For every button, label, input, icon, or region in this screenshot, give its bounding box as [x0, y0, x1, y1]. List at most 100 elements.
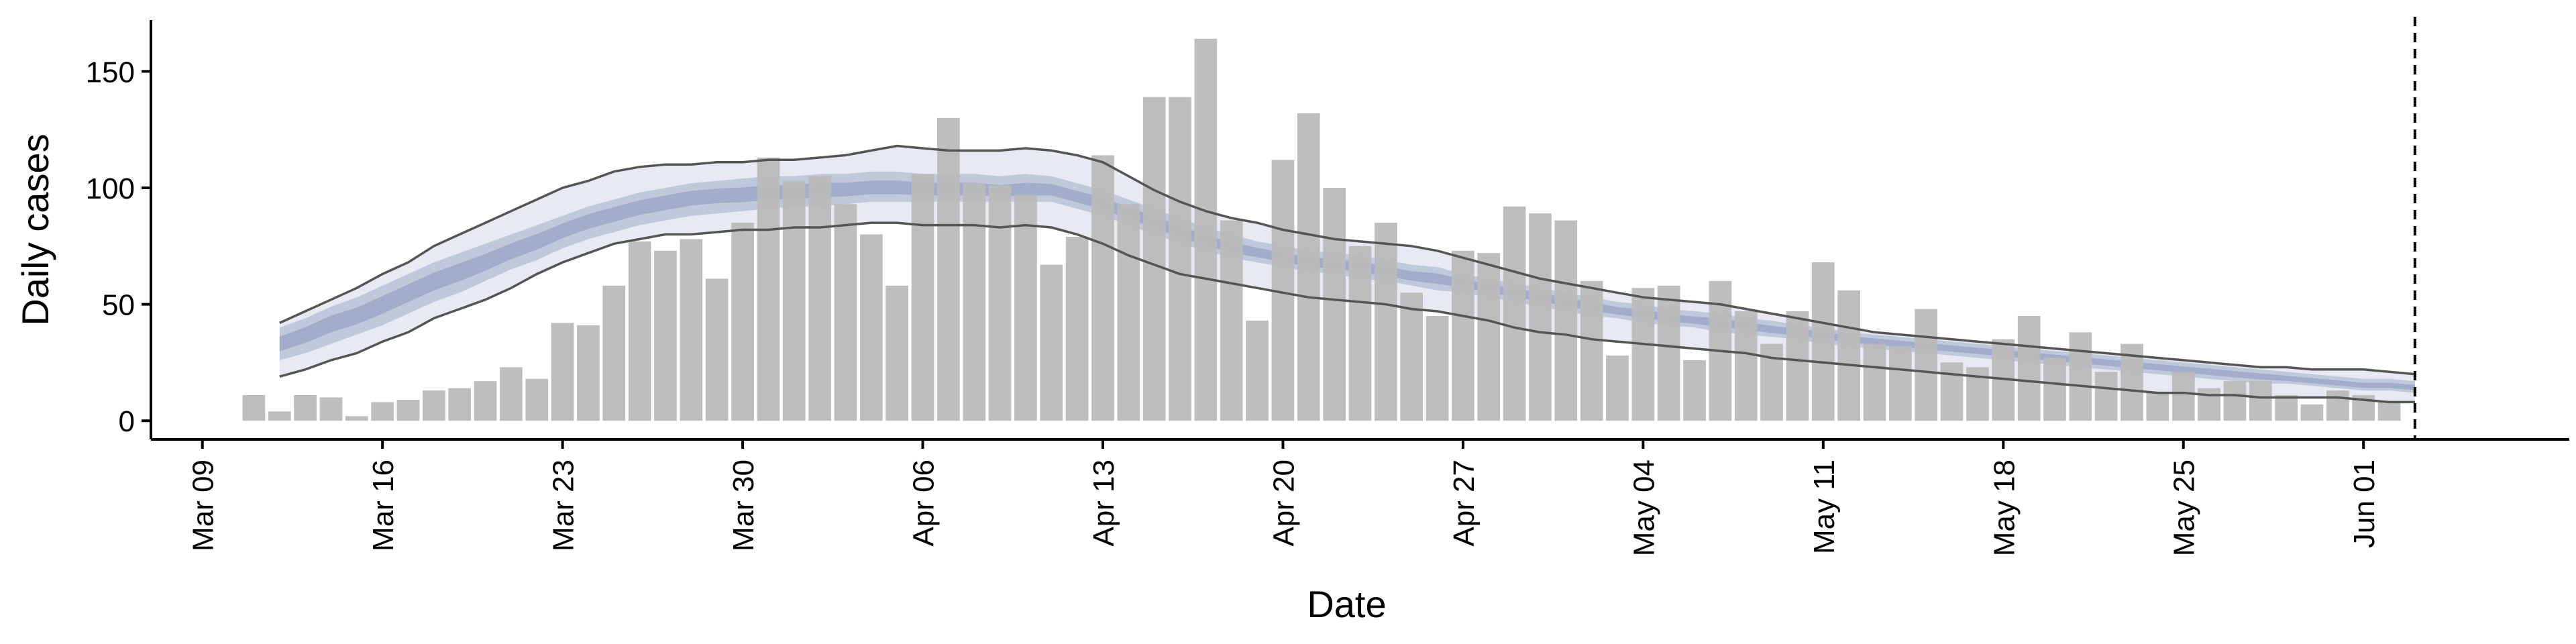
- bar: [680, 239, 703, 421]
- bar: [1194, 38, 1218, 421]
- x-tick-label: Mar 23: [547, 460, 580, 551]
- bar: [1091, 155, 1114, 421]
- bar: [705, 278, 729, 421]
- bar: [2275, 395, 2298, 421]
- bar: [937, 117, 960, 421]
- bar: [2146, 392, 2169, 421]
- bar: [654, 250, 677, 421]
- bar: [860, 234, 883, 421]
- bar: [2223, 381, 2247, 421]
- envelope-upper-line: [279, 144, 2416, 376]
- bar: [2069, 332, 2092, 421]
- x-tick-label: May 18: [1988, 460, 2021, 556]
- bar: [1477, 253, 1501, 421]
- bar: [1915, 309, 1937, 421]
- x-tick-label: Apr 13: [1087, 460, 1120, 547]
- y-axis-title: Daily cases: [14, 133, 56, 325]
- bar: [423, 390, 445, 421]
- envelope-lower-line: [279, 221, 2415, 404]
- bar: [2171, 372, 2195, 421]
- bar: [1734, 311, 1758, 421]
- x-tick-label: Apr 27: [1448, 460, 1481, 547]
- bar: [1940, 362, 1964, 421]
- bar: [1529, 213, 1552, 421]
- x-tick-label: May 04: [1627, 460, 1660, 556]
- y-tick-label: 100: [86, 172, 135, 205]
- bar: [1863, 343, 1886, 421]
- bar: [1400, 292, 1423, 421]
- bar: [525, 378, 549, 421]
- bar: [396, 400, 420, 421]
- bar: [2377, 402, 2401, 421]
- bar: [1426, 316, 1449, 421]
- bar: [448, 388, 471, 421]
- bar: [1657, 285, 1680, 421]
- y-tick-label: 150: [86, 56, 135, 89]
- bar: [1606, 356, 1629, 421]
- bar: [731, 223, 754, 421]
- bar: [319, 397, 343, 421]
- envelope-lines-layer: [279, 144, 2416, 404]
- x-ticks: Mar 09 Mar 16 Mar 23 Mar 30 Apr 06 Apr 13 Apr …: [187, 439, 2381, 556]
- bar: [808, 176, 831, 421]
- bar: [1554, 220, 1578, 421]
- bar: [1786, 311, 1809, 421]
- bar: [1837, 290, 1860, 421]
- bar: [1220, 220, 1243, 421]
- x-tick-label: Mar 09: [187, 460, 220, 551]
- bar: [294, 395, 317, 421]
- bar: [1348, 246, 1372, 421]
- axes-layer: [150, 20, 2569, 441]
- x-tick-label: Jun 01: [2348, 460, 2381, 548]
- bar: [1889, 346, 1912, 421]
- bar: [2017, 316, 2041, 421]
- bar: [242, 395, 266, 421]
- credible-band-inner: [279, 171, 2415, 393]
- credible-band-core-layer: [279, 180, 2415, 390]
- bar: [602, 285, 626, 421]
- bar: [1631, 288, 1655, 421]
- x-tick-label: Mar 30: [727, 460, 760, 551]
- bar: [2300, 404, 2324, 421]
- bar: [1375, 223, 1397, 421]
- y-ticks: 0 50 100 150: [86, 56, 151, 438]
- credible-band-core: [279, 180, 2415, 390]
- x-tick-label: Apr 20: [1267, 460, 1300, 547]
- credible-band-inner-layer: [279, 171, 2415, 393]
- bar: [885, 285, 908, 421]
- bar: [1117, 204, 1140, 421]
- x-tick-label: May 11: [1808, 460, 1841, 554]
- x-tick-label: May 25: [2168, 460, 2201, 556]
- bar: [628, 241, 651, 421]
- bar: [2198, 388, 2220, 421]
- bar: [1452, 250, 1474, 421]
- bar: [500, 367, 523, 421]
- bar: [757, 157, 780, 421]
- bar: [782, 180, 806, 421]
- bar: [345, 416, 368, 421]
- bar: [963, 183, 986, 421]
- x-axis-title: Date: [1307, 583, 1386, 625]
- bar: [2326, 390, 2349, 421]
- bar: [1040, 264, 1063, 421]
- bar: [2043, 358, 2066, 421]
- bar: [268, 411, 291, 421]
- y-tick-label: 0: [119, 405, 135, 438]
- bar: [551, 323, 574, 421]
- bar: [1142, 97, 1166, 421]
- x-tick-label: Apr 06: [908, 460, 941, 547]
- bar: [1811, 262, 1835, 421]
- y-tick-label: 50: [102, 289, 135, 322]
- bar: [577, 325, 600, 421]
- bar: [1065, 236, 1089, 421]
- bar: [1683, 360, 1706, 421]
- bar: [2094, 372, 2118, 421]
- bar: [1323, 188, 1346, 421]
- bar: [1246, 320, 1269, 421]
- bar: [1014, 195, 1037, 421]
- bar: [1503, 206, 1526, 421]
- bars-layer: [242, 38, 2401, 421]
- bar: [474, 381, 497, 421]
- x-tick-label: Mar 16: [367, 460, 400, 551]
- bar: [371, 402, 394, 421]
